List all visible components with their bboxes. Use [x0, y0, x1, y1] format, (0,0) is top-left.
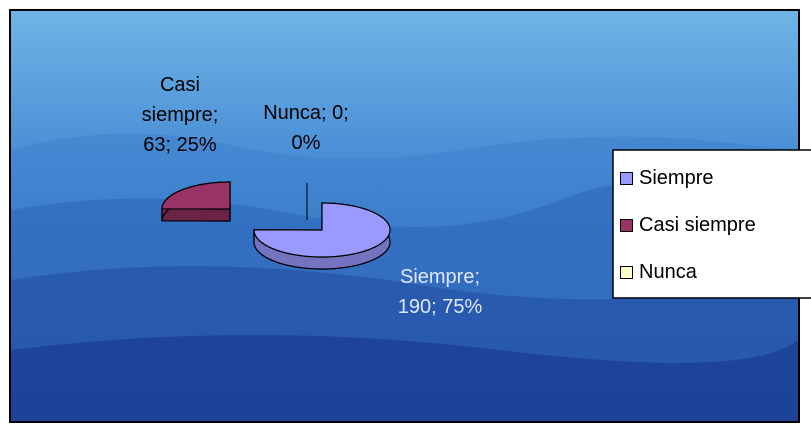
legend-box [612, 149, 811, 299]
legend-label: Siempre [639, 167, 714, 189]
legend-item: Siempre [620, 167, 713, 190]
data-label: Nunca; 0; 0% [263, 102, 349, 154]
data-label: Casi siempre; 63; 25% [141, 74, 219, 156]
legend-label: Casi siempre [639, 214, 756, 236]
legend-item: Nunca [620, 261, 697, 284]
legend-item: Casi siempre [620, 214, 756, 237]
pie-slice [161, 181, 231, 222]
mountain [11, 335, 798, 421]
legend-swatch [620, 219, 633, 232]
legend-swatch [620, 266, 633, 279]
legend-swatch [620, 172, 633, 185]
pie-slice [253, 202, 391, 270]
legend-label: Nunca [639, 261, 697, 283]
data-label: Siempre; 190; 75% [397, 266, 483, 318]
